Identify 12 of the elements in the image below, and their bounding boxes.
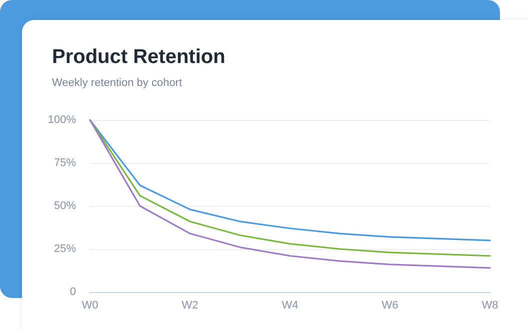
y-tick-label: 50% xyxy=(54,200,76,212)
y-tick-label: 100% xyxy=(48,114,76,126)
y-tick-label: 0 xyxy=(70,286,76,298)
x-tick-label: W8 xyxy=(482,300,498,312)
chart-subtitle: Weekly retention by cohort xyxy=(52,77,182,89)
x-tick-label: W4 xyxy=(282,300,298,312)
x-tick-label: W6 xyxy=(382,300,398,312)
x-tick-label: W0 xyxy=(82,300,98,312)
chart-title: Product Retention xyxy=(52,46,226,69)
y-tick-label: 25% xyxy=(54,243,76,255)
y-tick-label: 75% xyxy=(54,157,76,169)
x-tick-label: W2 xyxy=(182,300,198,312)
